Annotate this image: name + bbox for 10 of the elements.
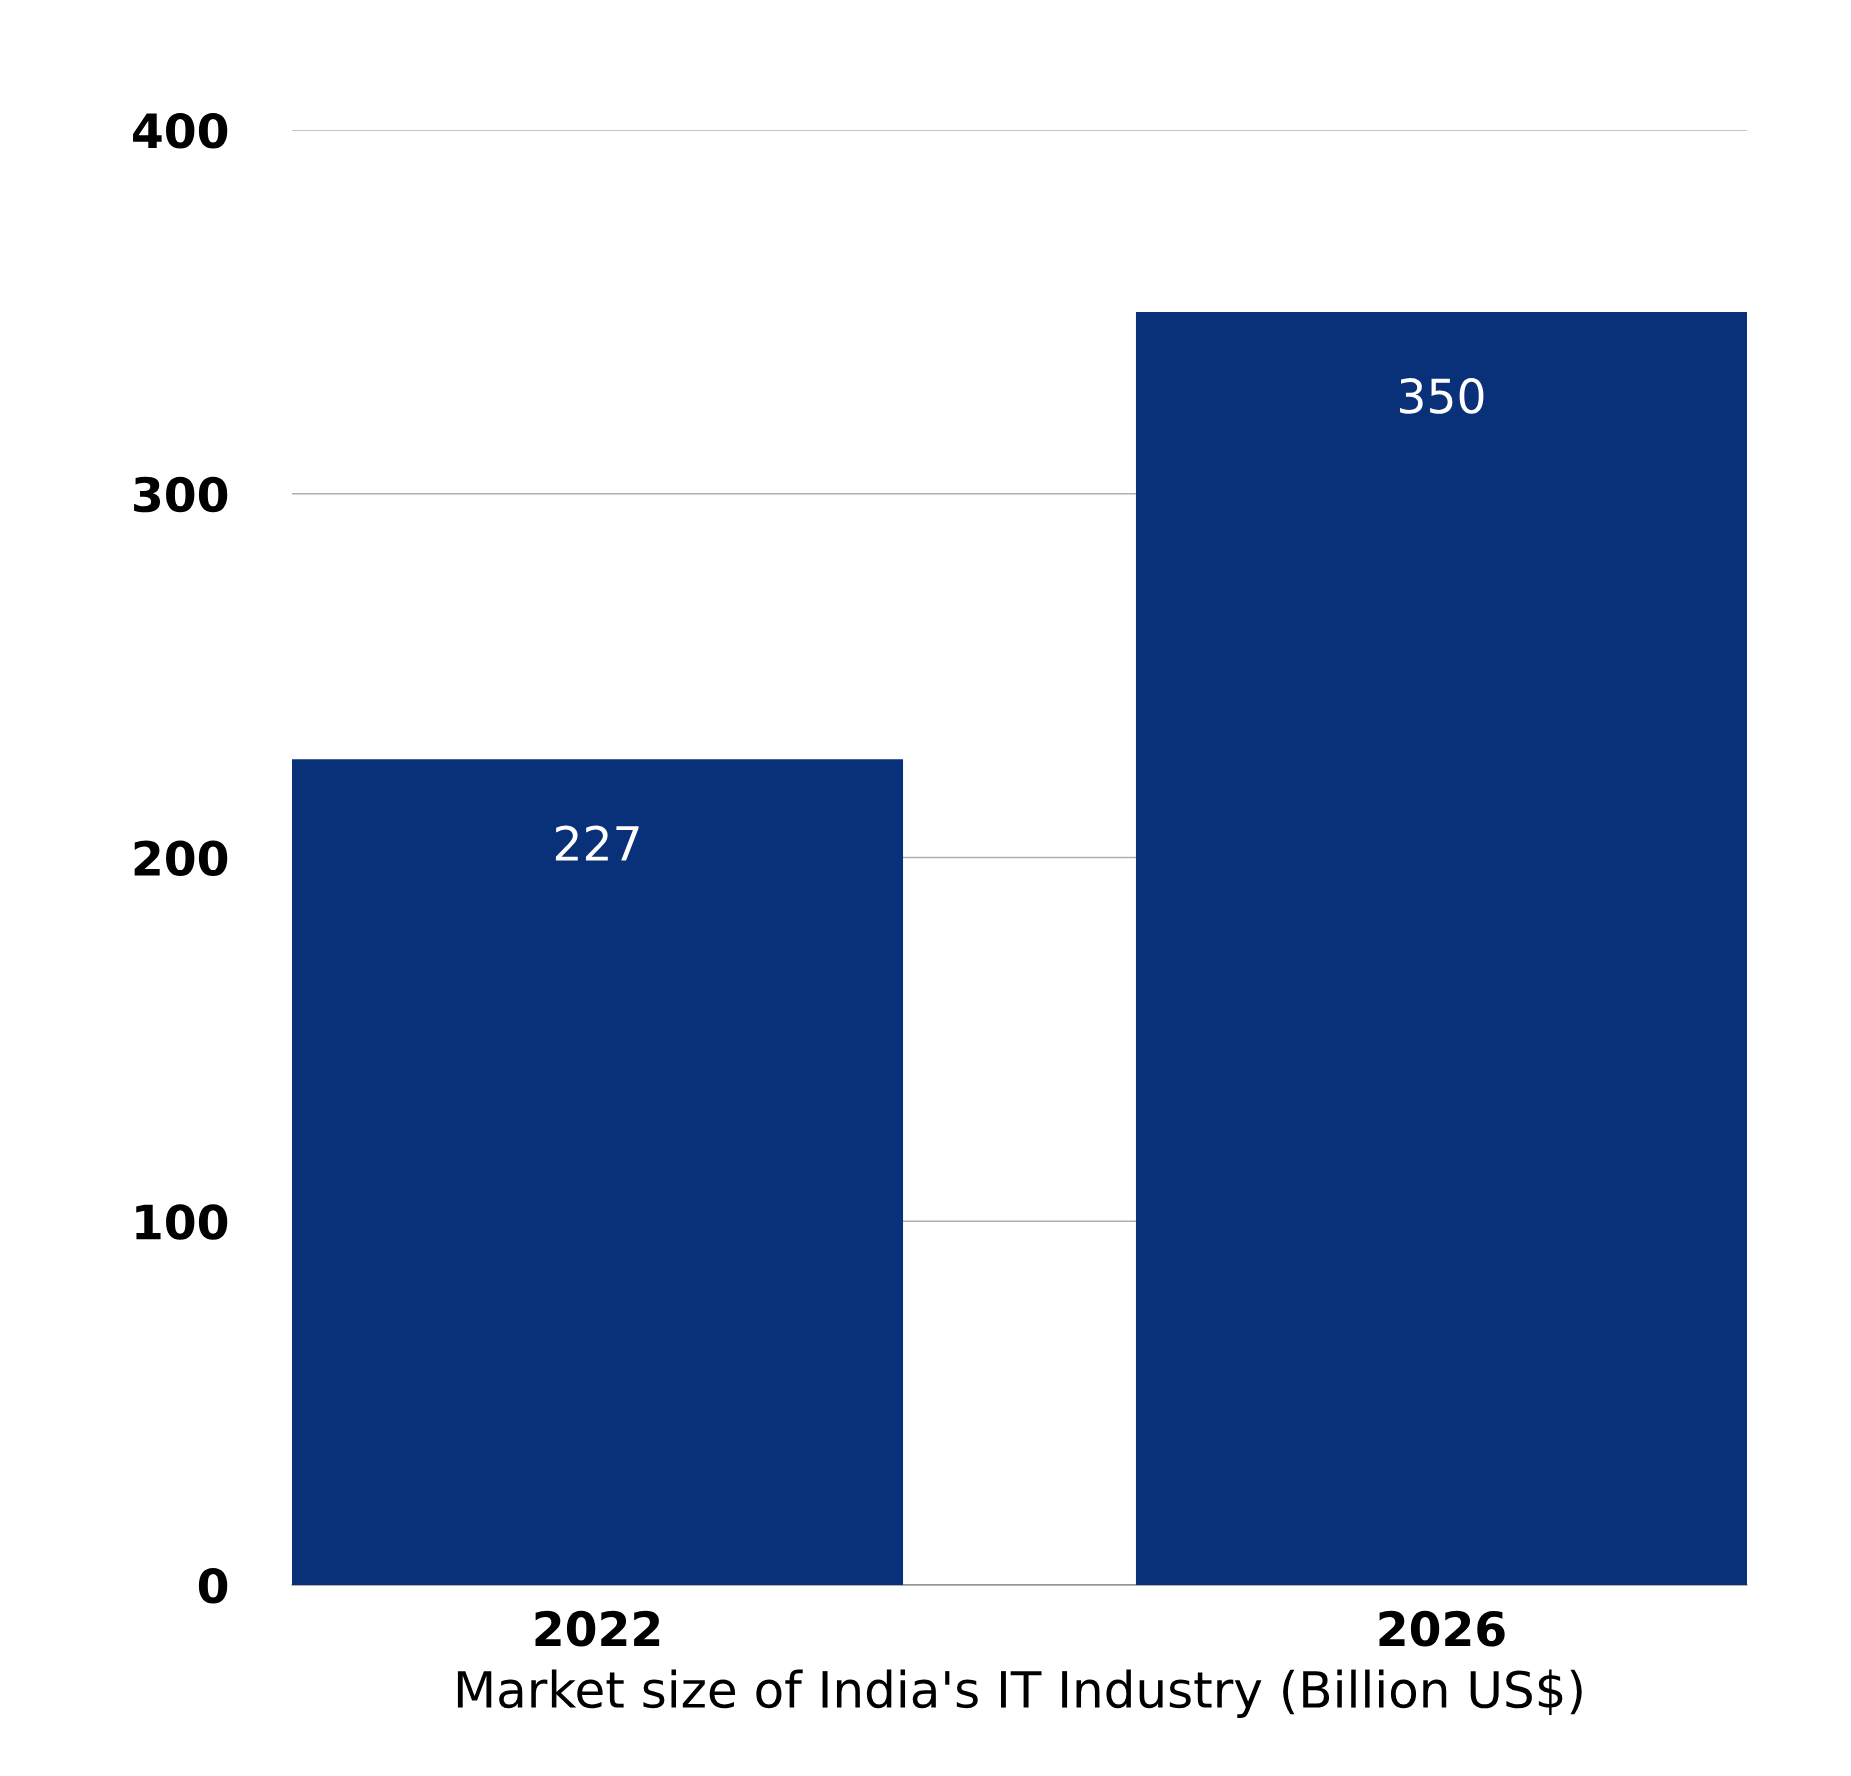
y-tick-label: 400 [133, 112, 228, 149]
data-label: 227 [555, 825, 639, 861]
y-tick-label: 200 [134, 840, 228, 877]
y-tick-label: 300 [134, 476, 228, 513]
x-tick-label: 2022 [535, 1610, 660, 1647]
data-label: 350 [1400, 378, 1484, 414]
y-tick-label: 100 [136, 1204, 228, 1240]
y-tick-label: 0 [198, 1567, 228, 1604]
x-axis-title: Market size of India's IT Industry (Billion US$) [457, 1669, 1582, 1718]
x-tick-label: 2026 [1379, 1610, 1505, 1647]
